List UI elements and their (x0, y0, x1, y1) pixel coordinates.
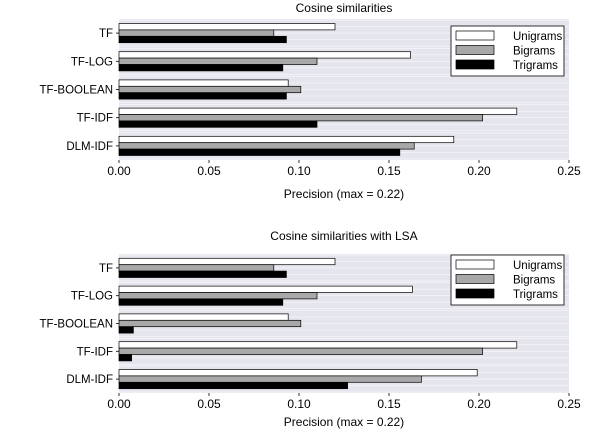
legend-swatch-bigrams (455, 45, 495, 55)
category-label: TF-LOG (71, 291, 113, 303)
x-axis-label: Precision (max = 0.22) (284, 415, 404, 429)
legend-label: Bigrams (513, 46, 555, 58)
bar-bigrams-tf-idf (118, 347, 483, 355)
category-label: DLM-IDF (66, 141, 113, 153)
bar-unigrams-tf-log (118, 51, 411, 59)
x-tick-label: 0.00 (107, 397, 131, 411)
legend: Unigrams Bigrams Trigrams (450, 25, 565, 77)
legend-swatch-bigrams (455, 274, 495, 284)
bar-bigrams-tf (118, 29, 275, 37)
category-label: TF (99, 28, 113, 40)
chart-cosine-similarities-lsa: Cosine similarities with LSA TF TF-LOG TF-B… (40, 229, 581, 429)
bar-trigrams-tf (118, 35, 287, 44)
bar-bigrams-tf-boolean (118, 319, 302, 328)
bar-unigrams-tf-idf (118, 107, 518, 115)
bar-trigrams-dlm-idf (118, 381, 348, 390)
x-tick-label: 0.20 (467, 397, 491, 411)
bar-unigrams-tf (118, 23, 336, 31)
chart-title: Cosine similarities with LSA (270, 229, 417, 243)
bar-trigrams-tf-idf (118, 120, 318, 128)
x-tick-label: 0.25 (557, 397, 581, 411)
legend-label: Bigrams (513, 275, 555, 287)
x-tick-label: 0.20 (467, 164, 491, 178)
legend-swatch-unigrams (455, 259, 495, 270)
bar-unigrams-tf (118, 257, 336, 266)
legend-label: Unigrams (513, 31, 562, 43)
category-label: DLM-IDF (66, 374, 113, 386)
category-label: TF-LOG (71, 56, 113, 68)
bar-unigrams-tf-boolean (118, 313, 289, 321)
legend-swatch-unigrams (455, 30, 495, 41)
x-tick-label: 0.15 (377, 164, 401, 178)
chart-title: Cosine similarities (296, 1, 393, 15)
bar-trigrams-tf-boolean (118, 326, 134, 334)
x-tick-label: 0.10 (287, 397, 311, 411)
category-label: TF-BOOLEAN (40, 319, 113, 331)
bar-bigrams-tf-boolean (118, 85, 302, 94)
bar-trigrams-tf (118, 270, 287, 278)
x-tick-label: 0.15 (377, 397, 401, 411)
bar-bigrams-tf-log (118, 57, 318, 65)
legend-label: Trigrams (513, 60, 558, 72)
x-tick-label: 0.05 (197, 164, 221, 178)
bar-trigrams-tf-log (118, 298, 284, 306)
bar-bigrams-dlm-idf (118, 375, 422, 383)
bar-trigrams-tf-log (118, 64, 284, 72)
bar-bigrams-tf (118, 264, 275, 272)
bar-trigrams-dlm-idf (118, 148, 401, 156)
bar-unigrams-tf-log (118, 285, 413, 293)
legend-swatch-trigrams (455, 288, 495, 299)
bar-unigrams-dlm-idf (118, 369, 478, 377)
bar-unigrams-tf-idf (118, 341, 518, 349)
bar-bigrams-dlm-idf (118, 142, 415, 150)
x-tick-label: 0.10 (287, 164, 311, 178)
x-tick-label: 0.05 (197, 397, 221, 411)
bar-bigrams-tf-idf (118, 114, 483, 122)
category-label: TF (99, 263, 113, 275)
x-tick-label: 0.25 (557, 164, 581, 178)
legend-label: Unigrams (513, 260, 562, 272)
bar-bigrams-tf-log (118, 292, 318, 300)
bar-trigrams-tf-idf (118, 354, 132, 362)
legend: Unigrams Bigrams Trigrams (450, 254, 565, 306)
x-axis-label: Precision (max = 0.22) (284, 187, 404, 201)
x-tick-label: 0.00 (107, 164, 131, 178)
bar-trigrams-tf-boolean (118, 92, 287, 100)
category-label: TF-BOOLEAN (40, 85, 113, 97)
category-label: TF-IDF (77, 113, 113, 125)
chart-cosine-similarities: Cosine similarities TF TF-LOG TF-BOOLEAN TF-… (40, 1, 581, 201)
category-label: TF-IDF (77, 346, 113, 358)
bar-unigrams-dlm-idf (118, 135, 455, 144)
legend-swatch-trigrams (455, 59, 495, 70)
bar-unigrams-tf-boolean (118, 79, 289, 87)
legend-label: Trigrams (513, 289, 558, 301)
